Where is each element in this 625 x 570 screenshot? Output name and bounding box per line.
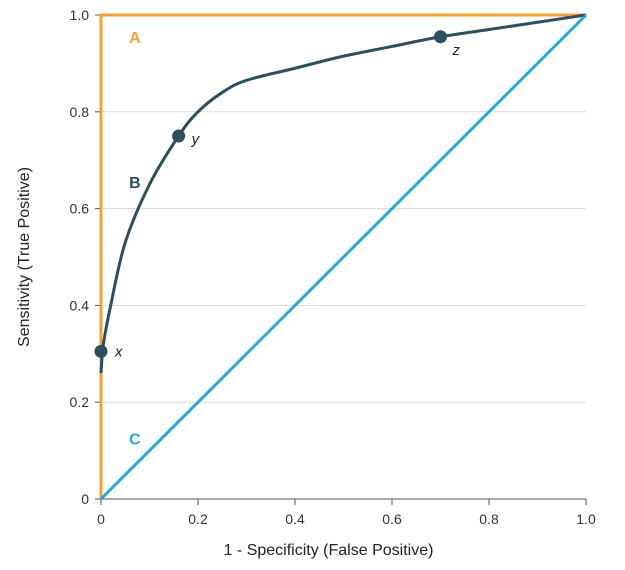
x-tick-label: 0.2	[188, 511, 208, 527]
curve-label-c: C	[129, 432, 141, 449]
y-tick-label: 1.0	[70, 7, 90, 23]
x-tick-label: 1.0	[576, 511, 596, 527]
x-tick-label: 0.4	[285, 511, 305, 527]
x-tick-label: 0	[97, 511, 105, 527]
y-tick-label: 0.2	[70, 394, 90, 410]
x-axis-title: 1 - Specificity (False Positive)	[224, 542, 434, 559]
marked-points: x y z	[94, 30, 461, 360]
grid-lines	[101, 14, 586, 403]
point-label-x: x	[114, 343, 123, 360]
curves	[99, 13, 588, 501]
curve-label-b: B	[129, 175, 141, 192]
y-tick-label: 0	[81, 491, 89, 507]
y-tick-label: 0.4	[70, 297, 90, 313]
curve-label-a: A	[129, 30, 141, 47]
curve-c	[99, 13, 588, 501]
point-label-z: z	[452, 42, 461, 59]
point-y	[172, 129, 186, 143]
curve-a	[99, 13, 586, 499]
point-z	[434, 30, 447, 44]
point-label-y: y	[191, 131, 201, 148]
point-x	[94, 344, 108, 358]
curve-labels: A B C	[129, 30, 141, 449]
y-tick-label: 0.8	[70, 104, 90, 120]
x-tick-label: 0.8	[479, 511, 499, 527]
tick-labels: 0 0.2 0.4 0.6 0.8 1.0 0 0.2 0.4 0.6 0.8 1.0	[70, 7, 596, 527]
x-tick-label: 0.6	[382, 511, 402, 527]
curve-b	[99, 13, 587, 374]
y-axis-title: Sensitivity (True Positive)	[16, 167, 33, 347]
y-tick-label: 0.6	[70, 201, 90, 217]
